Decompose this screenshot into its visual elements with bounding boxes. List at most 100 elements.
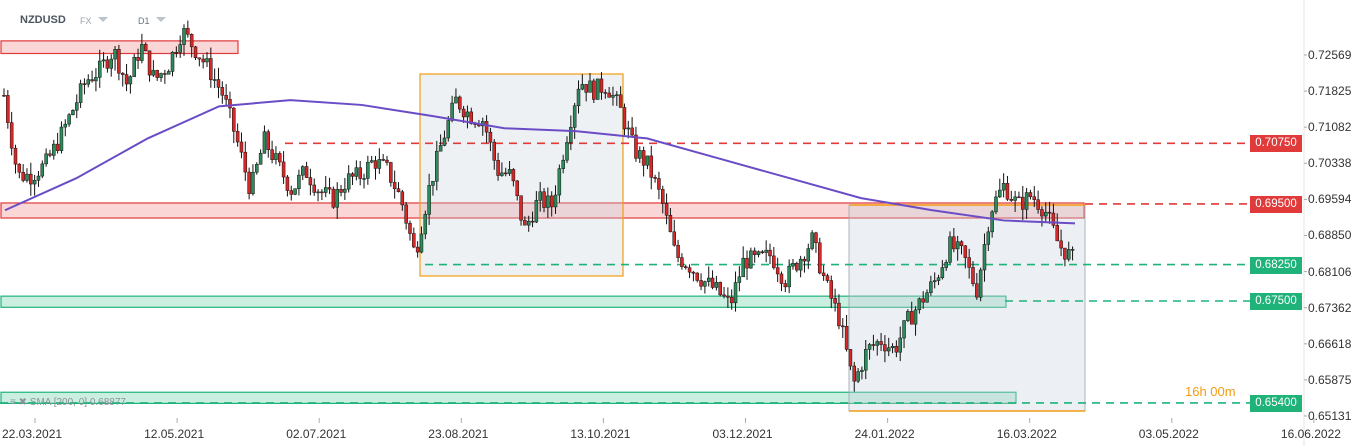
x-tick-label: 03.12.2021 (712, 427, 773, 441)
bull-candle (890, 346, 895, 349)
bear-candle (90, 79, 94, 82)
bear-candle (687, 267, 692, 273)
bear-candle (549, 195, 554, 208)
bull-candle (982, 244, 987, 271)
bear-candle (1005, 183, 1010, 200)
bull-candle (377, 159, 382, 169)
bear-candle (484, 121, 489, 133)
bear-candle (143, 44, 148, 52)
bull-candle (534, 200, 539, 223)
bull-candle (40, 163, 45, 177)
bull-candle (948, 236, 952, 263)
bear-candle (657, 178, 661, 190)
bear-candle (392, 182, 397, 189)
bear-candle (584, 84, 588, 93)
y-tick-label: 0.66618 (1308, 336, 1352, 351)
bear-candle (772, 255, 776, 268)
bear-candle (760, 251, 765, 253)
bull-candle (998, 189, 1002, 198)
bull-candle (929, 281, 933, 294)
bear-candle (837, 302, 841, 327)
bear-candle (975, 283, 979, 298)
symbol-label: NZDUSD (20, 14, 66, 26)
bear-candle (458, 96, 462, 110)
bear-candle (1047, 211, 1052, 214)
x-tick-label: 22.03.2021 (2, 427, 63, 441)
candle-countdown: 16h 00m (1185, 384, 1236, 399)
bull-candle (63, 123, 68, 128)
bear-candle (952, 236, 956, 250)
bull-candle (557, 168, 562, 196)
bear-candle (802, 258, 807, 262)
bear-candle (1009, 198, 1014, 201)
level-price-tag: 0.68250 (1250, 256, 1302, 274)
bear-candle (1051, 212, 1056, 226)
bear-candle (691, 271, 696, 274)
bull-candle (182, 28, 186, 45)
bear-candle (48, 153, 52, 156)
bear-candle (592, 80, 596, 100)
bear-candle (224, 94, 228, 100)
bull-candle (1044, 211, 1048, 217)
sma-line (4, 99, 1076, 225)
bull-candle (1001, 183, 1006, 191)
bear-candle (603, 92, 608, 94)
bull-candle (258, 153, 263, 165)
bear-candle (768, 249, 772, 257)
bull-candle (419, 233, 424, 253)
bear-candle (833, 298, 837, 304)
bear-candle (174, 51, 179, 54)
bull-candle (140, 44, 144, 61)
bear-candle (542, 191, 546, 208)
bear-candle (304, 166, 309, 178)
bull-candle (944, 262, 948, 268)
sma-label: SMA [200, 0] 0.68877 (29, 397, 126, 408)
bear-candle (408, 222, 412, 234)
bear-candle (695, 272, 699, 281)
market-selector[interactable]: FX (80, 16, 108, 27)
bull-candle (611, 94, 615, 98)
bull-candle (749, 250, 753, 269)
bear-candle (155, 70, 159, 78)
bear-candle (400, 191, 405, 206)
y-tick-label: 0.71082 (1308, 120, 1352, 135)
bull-candle (798, 258, 803, 271)
bear-candle (193, 46, 198, 59)
indicator-legend[interactable]: ≡ ✖ SMA [200, 0] 0.68877 (10, 397, 126, 409)
bull-candle (438, 145, 443, 152)
bull-candle (75, 102, 79, 111)
bear-candle (963, 245, 968, 258)
bull-candle (626, 127, 631, 130)
x-tick-label: 23.08.2021 (428, 427, 489, 441)
timeframe-label: D1 (138, 16, 150, 26)
bull-candle (274, 153, 278, 160)
bear-candle (814, 232, 818, 244)
bear-candle (722, 294, 726, 297)
bull-candle (645, 155, 650, 166)
bull-candle (867, 344, 872, 350)
bear-candle (1063, 247, 1067, 260)
menu-icon[interactable]: ≡ (10, 397, 16, 408)
bull-candle (362, 178, 366, 180)
bear-candle (523, 219, 527, 226)
bear-candle (461, 108, 466, 118)
symbol-selector[interactable]: NZDUSD (20, 14, 66, 27)
bull-candle (706, 277, 711, 282)
bull-candle (71, 110, 75, 116)
bear-candle (17, 163, 22, 173)
bull-candle (703, 281, 707, 287)
bull-candle (335, 189, 339, 208)
bear-candle (649, 155, 654, 178)
bull-candle (36, 175, 41, 181)
bull-candle (59, 126, 64, 151)
bear-candle (718, 282, 722, 296)
bull-candle (32, 180, 37, 185)
timeframe-selector[interactable]: D1 (138, 16, 166, 27)
bear-candle (818, 242, 822, 274)
bear-candle (607, 92, 611, 98)
bear-candle (1055, 225, 1059, 242)
close-icon[interactable]: ✖ (18, 397, 28, 408)
bull-candle (128, 76, 133, 85)
